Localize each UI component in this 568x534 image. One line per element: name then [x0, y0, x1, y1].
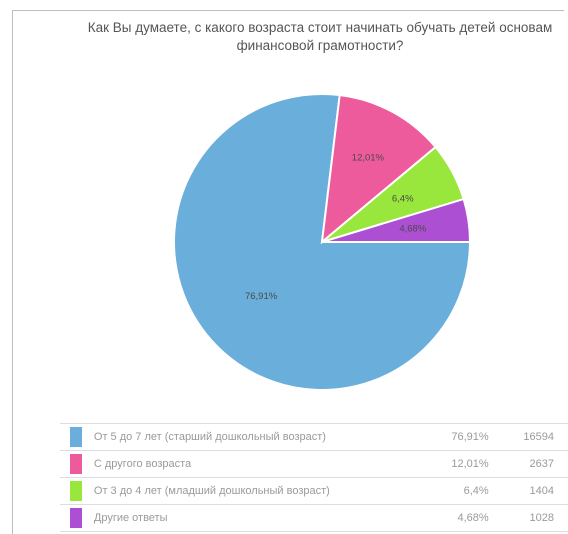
legend-table: От 5 до 7 лет (старший дошкольный возрас…: [60, 423, 568, 532]
legend-percent: 76,91%: [408, 424, 495, 451]
legend-row: С другого возраста 12,01% 2637: [60, 451, 568, 478]
slice-label-2: 12,01%: [352, 153, 385, 164]
legend-percent: 4,68%: [408, 505, 495, 532]
legend-label: От 5 до 7 лет (старший дошкольный возрас…: [86, 424, 408, 451]
slice-label-3: 6,4%: [392, 193, 414, 204]
legend-count: 16594: [495, 424, 568, 451]
legend-label: С другого возраста: [86, 451, 408, 478]
legend-count: 2637: [495, 451, 568, 478]
legend-row: Другие ответы 4,68% 1028: [60, 505, 568, 532]
legend-swatch: [70, 454, 82, 474]
legend-percent: 12,01%: [408, 451, 495, 478]
legend-row: От 3 до 4 лет (младший дошкольный возрас…: [60, 478, 568, 505]
legend-swatch: [70, 427, 82, 447]
legend-label: От 3 до 4 лет (младший дошкольный возрас…: [86, 478, 408, 505]
slice-label-4: 4,68%: [399, 224, 426, 235]
legend-swatch: [70, 481, 82, 501]
legend-swatch: [70, 508, 82, 528]
legend-count: 1028: [495, 505, 568, 532]
slice-label-1: 76,91%: [245, 291, 278, 302]
legend-percent: 6,4%: [408, 478, 495, 505]
legend-label: Другие ответы: [86, 505, 408, 532]
legend-row: От 5 до 7 лет (старший дошкольный возрас…: [60, 424, 568, 451]
legend-count: 1404: [495, 478, 568, 505]
